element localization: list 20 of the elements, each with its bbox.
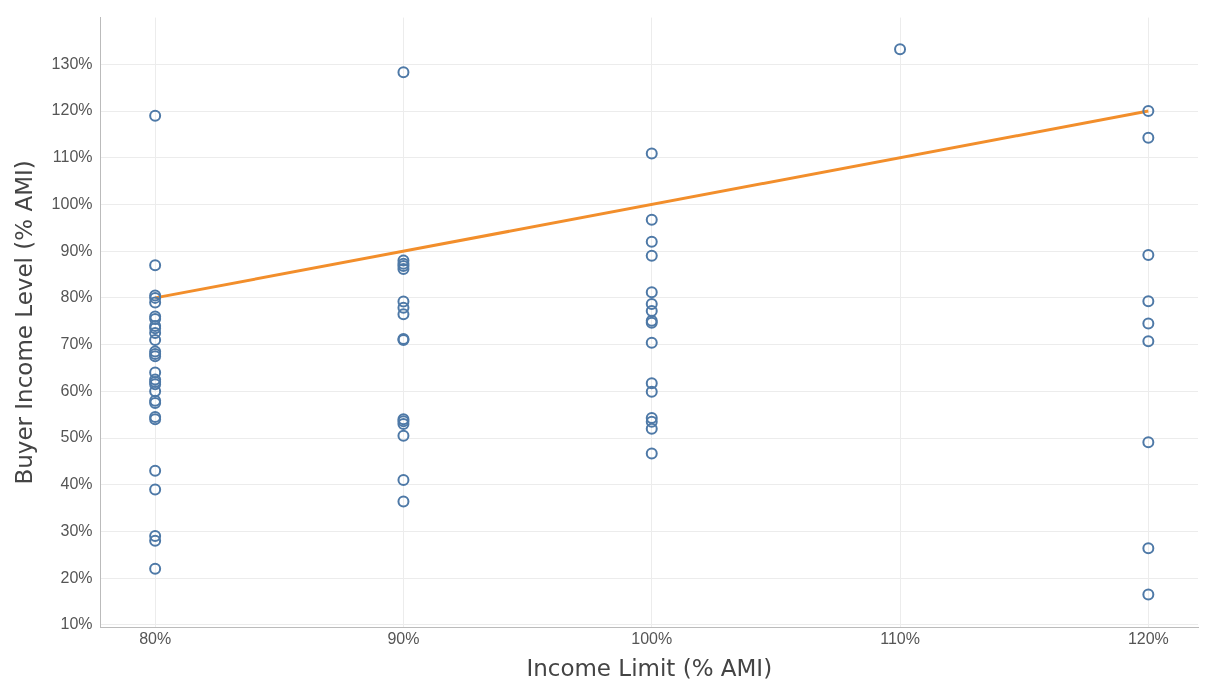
x-axis-title: Income Limit (% AMI) [526, 655, 773, 682]
y-tick-label: 110% [52, 148, 93, 166]
x-tick-label: 100% [631, 630, 673, 648]
y-tick-label: 90% [60, 241, 93, 259]
y-tick-label: 130% [51, 54, 93, 72]
y-tick-label: 40% [60, 475, 93, 493]
y-tick-label: 70% [60, 334, 93, 352]
y-tick-label: 20% [60, 568, 93, 586]
y-tick-label: 80% [60, 288, 93, 306]
x-tick-label: 120% [1127, 630, 1169, 648]
y-tick-label: 10% [60, 615, 93, 633]
y-tick-label: 30% [60, 521, 93, 539]
x-tick-label: 110% [880, 630, 920, 648]
x-tick-label: 90% [387, 630, 420, 648]
y-tick-label: 100% [51, 194, 93, 212]
y-tick-label: 60% [60, 381, 93, 399]
y-tick-label: 50% [60, 428, 93, 446]
y-tick-label: 120% [51, 101, 93, 119]
x-tick-label: 80% [139, 630, 172, 648]
y-axis-title: Buyer Income Level (% AMI) [10, 160, 37, 485]
